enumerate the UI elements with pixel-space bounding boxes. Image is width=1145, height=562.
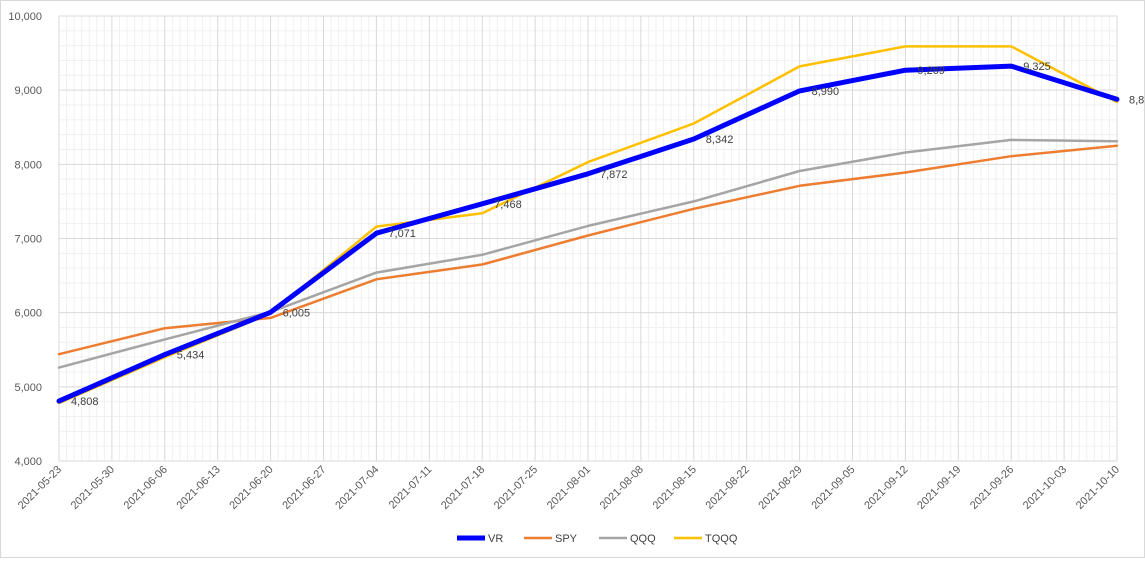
x-tick-label: 2021-08-22: [704, 464, 752, 512]
x-tick-label: 2021-10-10: [1074, 464, 1122, 512]
series-line-vr: [56, 63, 1120, 404]
data-label: 5,434: [177, 350, 205, 362]
data-label: 8,990: [812, 86, 840, 98]
legend-label-tqqq: TQQQ: [705, 533, 738, 545]
x-tick-label: 2021-06-20: [227, 464, 275, 512]
x-tick-label: 2021-07-25: [492, 464, 540, 512]
x-tick-label: 2021-07-04: [333, 464, 381, 512]
x-tick-label: 2021-07-11: [387, 464, 435, 512]
y-tick-label: 9,000: [14, 85, 42, 97]
x-tick-label: 2021-06-06: [122, 464, 170, 512]
x-tick-label: 2021-09-12: [862, 464, 910, 512]
y-tick-label: 8,000: [14, 159, 42, 171]
data-label: 7,468: [494, 199, 522, 211]
x-tick-label: 2021-07-18: [439, 464, 487, 512]
x-tick-label: 2021-09-19: [915, 464, 963, 512]
legend-label-qqq: QQQ: [630, 533, 656, 545]
legend-label-spy: SPY: [555, 533, 578, 545]
x-tick-label: 2021-10-03: [1021, 464, 1069, 512]
legend-label-vr: VR: [488, 533, 503, 545]
y-tick-label: 7,000: [14, 234, 42, 246]
data-label: 8,877: [1129, 94, 1144, 106]
x-tick-label: 2021-09-05: [809, 464, 857, 512]
gridlines: [58, 15, 1118, 462]
data-label: 6,005: [283, 307, 311, 319]
x-tick-label: 2021-08-08: [598, 464, 646, 512]
data-label: 9,269: [917, 65, 945, 77]
x-tick-label: 2021-08-29: [756, 464, 804, 512]
series-line-qqq: [57, 138, 1119, 369]
y-tick-label: 4,000: [14, 456, 42, 468]
x-tick-label: 2021-05-23: [16, 464, 64, 512]
x-tick-label: 2021-06-27: [280, 464, 328, 512]
y-tick-label: 6,000: [14, 308, 42, 320]
x-tick-label: 2021-09-26: [968, 464, 1016, 512]
data-label: 7,071: [388, 228, 416, 240]
y-tick-label: 10,000: [8, 11, 42, 23]
x-tick-label: 2021-08-15: [651, 464, 699, 512]
x-tick-label: 2021-08-01: [545, 464, 593, 512]
data-label: 8,342: [706, 134, 734, 146]
data-label: 9,325: [1023, 61, 1051, 73]
y-tick-label: 5,000: [14, 382, 42, 394]
x-tick-label: 2021-06-13: [175, 464, 223, 512]
data-label: 4,808: [71, 396, 99, 408]
data-label: 7,872: [600, 169, 628, 181]
x-tick-label: 2021-05-30: [69, 464, 117, 512]
